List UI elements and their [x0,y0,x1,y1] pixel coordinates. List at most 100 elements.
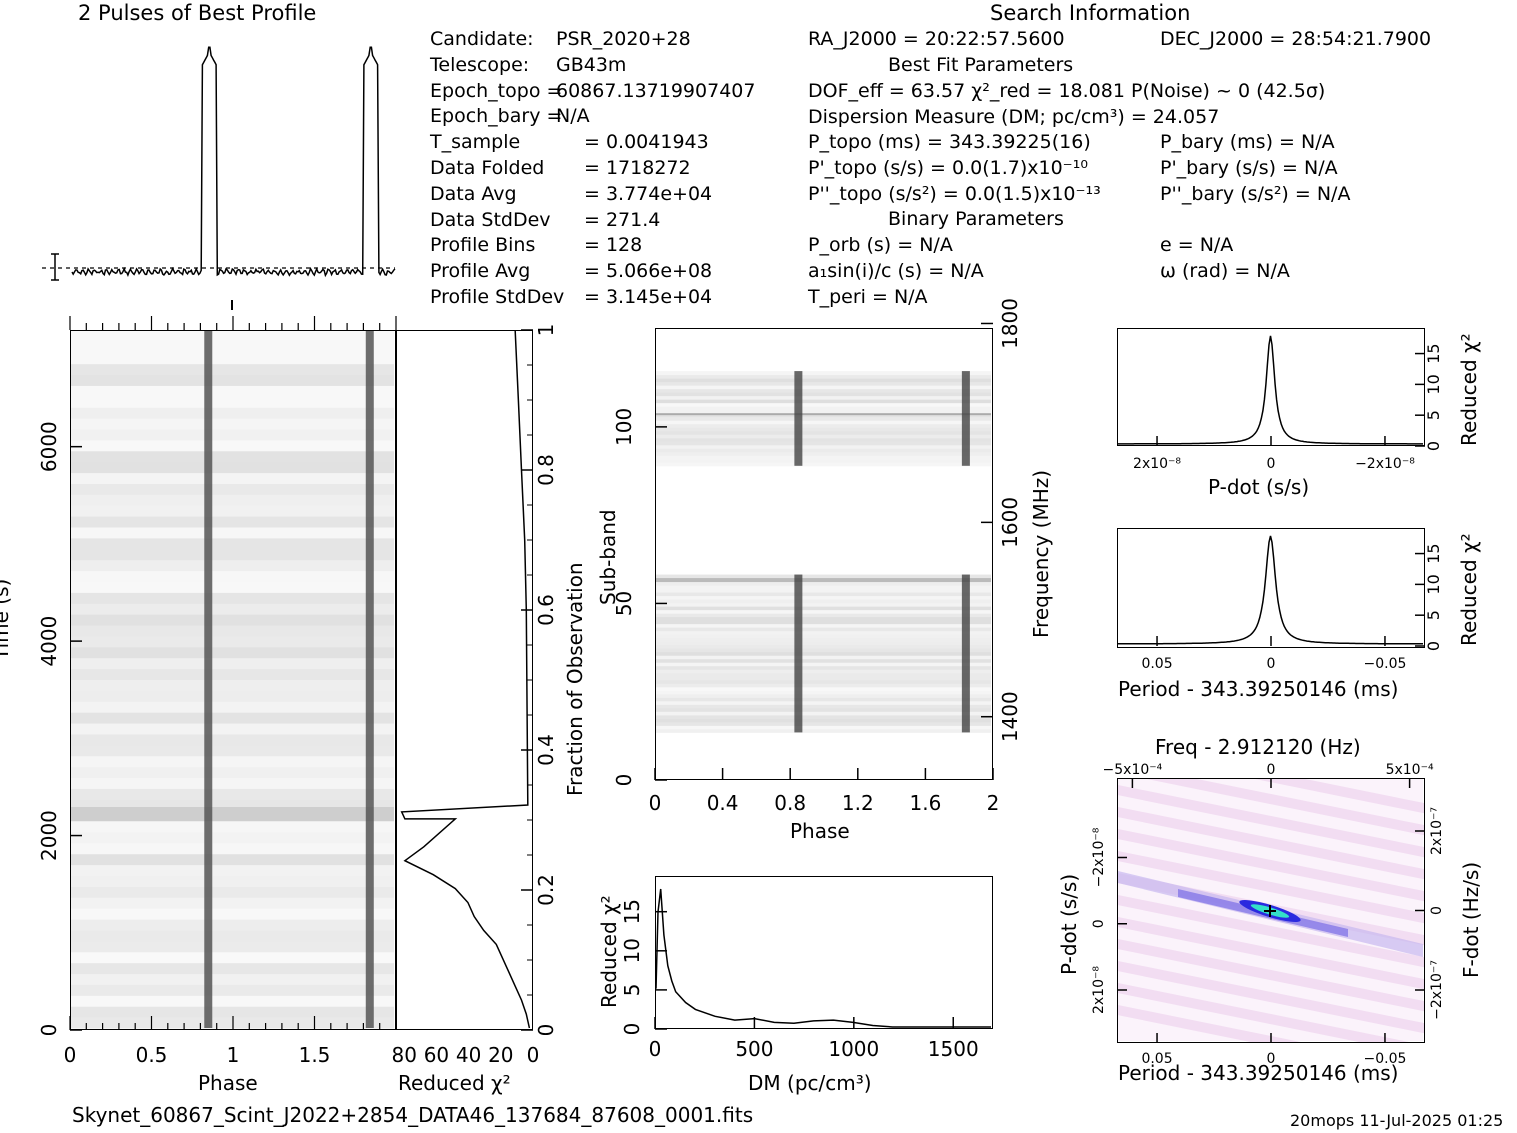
subband-row [656,613,991,618]
info-right-line: e = N/A [1160,234,1234,256]
subband-row [656,711,991,716]
time-tick-label: 2000 [37,810,61,861]
phase-tick-label: 0 [64,1043,77,1067]
dm-xlabel: DM (pc/cm³) [748,1071,872,1095]
time-tick-label: 6000 [37,421,61,472]
period-xlabel: Period - 343.39250146 (ms) [1118,677,1399,701]
dm-x-tick-label: 1000 [828,1037,879,1061]
subband-row [656,725,991,730]
time-row [71,505,394,517]
info-right-line: P_bary (ms) = N/A [1160,131,1335,153]
subband-row [656,581,991,586]
time-row [71,821,394,833]
time-row [71,363,394,376]
dm-x-tick-label: 1500 [928,1037,979,1061]
info-left-value: = 0.0041943 [584,131,709,154]
subband-row [656,599,991,604]
dm-y-tick-label: 15 [620,899,644,924]
subband-row [656,462,991,467]
time-row [71,331,394,343]
info-left-value: = 5.066e+08 [584,260,713,283]
profile-plot [42,46,396,310]
time-row [71,973,394,985]
subband-row [656,409,991,414]
subband-row [656,399,991,404]
time-row [71,548,394,561]
period-y-tick-label: 10 [1424,574,1443,594]
time-row [71,897,394,909]
pp-top-tick-label: 0 [1267,762,1276,778]
subband-tick-label: 0 [612,774,636,787]
subband-row [656,588,991,593]
period-ylabel: Reduced χ² [1457,533,1481,646]
subband-rfi-row [656,578,991,583]
pp-fringe [1118,982,1410,1042]
pdot-x-tick-label: 2x10⁻⁸ [1133,456,1181,472]
freq-tick-label: 1800 [998,298,1022,349]
pp-top-tick-label: −5x10⁻⁴ [1103,762,1163,778]
search-info-title: Search Information [990,1,1191,25]
pp-fringe [1118,938,1424,1012]
time-tick-label: 0 [37,1024,61,1037]
subband-row [656,644,991,649]
time-row [71,407,394,419]
time-phase-axes: 0 2000 4000 6000 0 0.5 1 1.5 [37,316,397,1067]
time-row [71,494,394,506]
subband-x-tick-label: 0 [649,791,662,815]
frequency-ylabel: Frequency (MHz) [1029,469,1053,638]
time-row [71,592,394,604]
subband-row [656,595,991,600]
time-row [71,537,394,550]
subband-row [656,634,991,639]
period-y-tick-label: 15 [1424,543,1443,563]
pp-ylabel: P-dot (s/s) [1057,873,1081,975]
pp-title: Freq - 2.912120 (Hz) [1155,735,1361,759]
subband-x-tick-label: 0.4 [707,791,739,815]
subband-row [656,669,991,674]
info-left-value: = 1718272 [584,157,691,179]
time-row [71,516,394,528]
subband-row [656,434,991,439]
pp-fringe [1118,916,1424,990]
info-mid-line: P_topo (ms) = 343.39225(16) [808,131,1091,153]
pp-left-tick-label: −2x10⁻⁸ [1091,827,1107,887]
pp-right-tick-label: −2x10⁻⁷ [1429,960,1445,1020]
subband-row [656,686,991,691]
time-row [71,712,394,724]
redchi-tick-label: 40 [456,1043,481,1067]
pdot-y-tick-label: 10 [1424,374,1443,394]
info-left-key: Profile StdDev [430,286,565,308]
period-x-tick-label: −0.05 [1364,656,1407,672]
info-right-line: DEC_J2000 = 28:54:21.7900 [1160,28,1432,50]
subband-row [656,641,991,646]
time-row [71,940,394,953]
time-row [71,799,394,811]
subband-row [656,620,991,625]
redchi-tick-label: 80 [391,1043,416,1067]
info-mid-line: Dispersion Measure (DM; pc/cm³) = 24.057 [808,106,1220,128]
info-left-value: PSR_2020+28 [556,28,691,50]
subband-row [656,381,991,386]
time-row [71,341,394,354]
subband-row [656,374,991,379]
time-row [71,429,394,441]
best-fit-title: Best Fit Parameters [888,54,1074,76]
subband-row [656,700,991,705]
pp-xlabel: Period - 343.39250146 (ms) [1118,1061,1399,1085]
time-row [71,864,394,877]
subband-row [656,690,991,695]
subband-row [656,378,991,383]
subband-row [656,371,991,376]
subband-row [656,455,991,460]
pp-left-tick-label: 0 [1091,919,1107,928]
subband-row [656,728,991,733]
pdot-axes: 0 5 10 15 2x10⁻⁸ 0 −2x10⁻⁸ [1133,343,1443,472]
time-row [71,418,394,430]
subband-pulse-track [794,371,803,466]
time-row [71,570,394,582]
time-row [71,1006,394,1018]
footer-filename: Skynet_60867_Scint_J2022+2854_DATA46_137… [72,1103,754,1127]
freq-tick-label: 1400 [998,691,1022,742]
subband-row [656,413,991,418]
subband-row [656,627,991,632]
